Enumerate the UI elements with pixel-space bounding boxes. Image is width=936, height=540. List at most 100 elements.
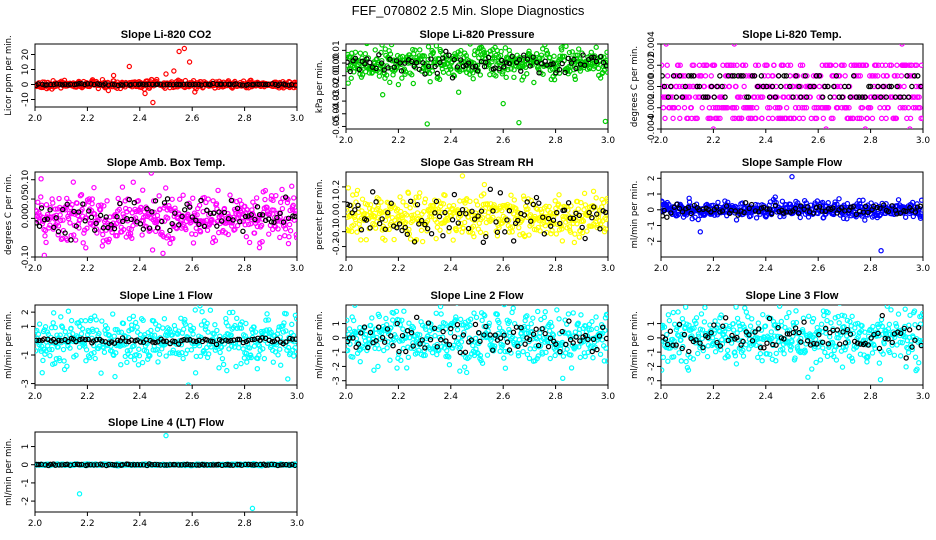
selected-data-point <box>432 63 438 70</box>
outlier-point <box>516 119 522 126</box>
selected-data-point <box>798 203 804 209</box>
selected-data-point <box>373 65 379 72</box>
y-tick-label: 10 <box>21 64 31 76</box>
data-point <box>83 347 90 353</box>
data-point <box>163 353 169 359</box>
data-point <box>574 221 580 227</box>
data-point <box>868 94 874 100</box>
data-point <box>907 115 914 122</box>
data-point <box>548 231 554 237</box>
selected-data-point <box>398 68 405 74</box>
data-point <box>484 352 491 358</box>
y-tick-label: -10 <box>21 92 31 107</box>
data-point <box>755 94 761 100</box>
data-point <box>686 94 693 100</box>
data-point <box>190 195 196 201</box>
data-point <box>129 326 135 332</box>
data-point <box>136 353 143 359</box>
selected-data-point <box>438 337 444 343</box>
selected-data-point <box>878 94 884 100</box>
data-point <box>256 352 262 358</box>
selected-data-point <box>570 340 576 346</box>
selected-data-point <box>73 81 80 87</box>
data-point <box>733 361 740 367</box>
selected-data-point <box>84 81 91 87</box>
outlier-point <box>862 126 869 129</box>
outlier-point <box>455 89 462 95</box>
data-point <box>737 326 743 333</box>
selected-data-point <box>432 210 438 216</box>
selected-data-point <box>159 218 165 225</box>
selected-data-point <box>225 216 232 222</box>
selected-data-point <box>57 81 63 87</box>
data-point <box>459 173 466 179</box>
data-point <box>457 316 464 323</box>
selected-data-point <box>664 214 670 220</box>
selected-data-point <box>764 206 770 212</box>
data-point <box>680 73 686 79</box>
selected-data-point <box>259 335 266 341</box>
y-tick-label: -1 <box>647 221 657 230</box>
selected-data-point <box>364 56 370 62</box>
data-point <box>604 198 608 204</box>
data-point <box>662 115 668 122</box>
data-point <box>92 355 98 362</box>
data-point <box>556 192 562 198</box>
selected-data-point <box>688 73 694 79</box>
selected-data-point <box>501 332 507 338</box>
data-point <box>421 208 427 215</box>
selected-data-point <box>170 81 177 88</box>
data-point <box>250 329 256 336</box>
data-point <box>819 62 825 68</box>
data-point <box>481 191 487 197</box>
data-point <box>406 320 412 326</box>
data-point <box>409 72 415 78</box>
selected-data-point <box>160 82 167 88</box>
selected-data-point <box>562 69 568 76</box>
selected-data-point <box>157 81 164 87</box>
data-point <box>753 215 760 221</box>
selected-data-point <box>459 206 466 213</box>
selected-data-point <box>369 189 376 195</box>
data-point <box>731 62 737 68</box>
data-point <box>38 202 45 208</box>
data-point <box>358 237 364 243</box>
selected-data-point <box>442 209 448 216</box>
selected-data-point <box>700 206 706 212</box>
data-point <box>291 353 297 359</box>
selected-data-point <box>189 214 195 220</box>
x-tick-label: 2.8 <box>237 392 252 402</box>
data-point <box>466 354 472 360</box>
data-point <box>204 320 210 327</box>
data-point <box>544 50 551 56</box>
data-point <box>502 365 509 371</box>
data-point <box>355 58 362 64</box>
data-point <box>135 198 142 204</box>
data-point <box>70 179 77 185</box>
x-tick-label: 2.4 <box>444 264 459 274</box>
selected-data-point <box>741 209 747 216</box>
data-point <box>223 315 229 322</box>
data-point <box>473 314 480 321</box>
selected-data-point <box>526 336 533 343</box>
selected-data-point <box>256 211 263 218</box>
data-point <box>283 311 289 317</box>
selected-data-point <box>723 203 730 209</box>
data-point <box>205 329 211 335</box>
data-point <box>538 52 545 58</box>
data-point <box>106 236 112 243</box>
data-point <box>665 358 671 365</box>
x-tick-label: 2.4 <box>759 392 774 402</box>
selected-data-point <box>192 81 199 88</box>
selected-data-point <box>352 207 358 213</box>
selected-data-point <box>172 210 178 216</box>
selected-data-point <box>91 81 97 88</box>
selected-data-point <box>518 325 524 331</box>
data-point <box>661 324 668 330</box>
data-point <box>210 198 216 204</box>
selected-data-point <box>597 226 603 232</box>
data-point <box>486 323 492 329</box>
data-point <box>661 62 665 68</box>
data-point <box>689 115 695 122</box>
